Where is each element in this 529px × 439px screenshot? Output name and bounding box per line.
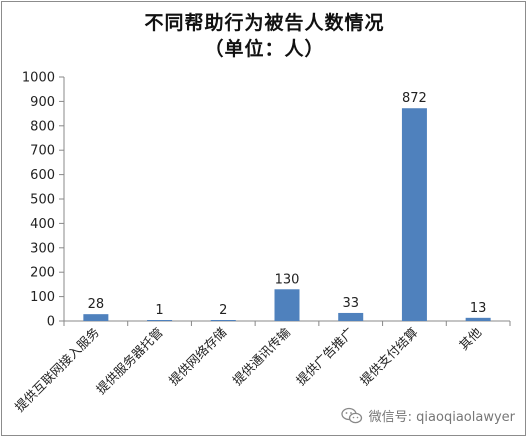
y-tick-label: 300 xyxy=(30,241,55,256)
bar xyxy=(83,314,109,321)
y-tick-label: 600 xyxy=(30,168,55,183)
chart-subtitle: （单位：人） xyxy=(204,38,325,60)
data-label: 33 xyxy=(342,296,359,311)
bar xyxy=(274,289,300,321)
data-label: 28 xyxy=(88,297,105,312)
x-tick-label: 提供网络存储 xyxy=(166,325,230,389)
bar xyxy=(465,317,491,321)
data-labels: 28 1 2 130 33 872 13 xyxy=(88,91,487,318)
y-tick-label: 500 xyxy=(30,193,55,208)
x-tick-label: 提供通讯传输 xyxy=(229,324,293,388)
data-label: 872 xyxy=(402,91,427,106)
bar xyxy=(210,320,236,321)
y-tick-labels: 0 100 200 300 400 500 600 700 800 900 1000 xyxy=(22,71,55,330)
x-tick-label: 提供服务器托管 xyxy=(93,325,165,397)
y-tick-label: 900 xyxy=(30,95,55,110)
chart-title: 不同帮助行为被告人数情况 xyxy=(144,12,385,34)
bars xyxy=(83,108,491,322)
bar xyxy=(401,108,427,322)
bar xyxy=(338,312,364,321)
watermark-text: 微信号: qiaoqiaolawyer xyxy=(368,410,515,425)
y-tick-label: 400 xyxy=(30,217,55,232)
y-tick-label: 100 xyxy=(30,290,55,305)
data-label: 1 xyxy=(155,303,163,318)
y-tick-label: 1000 xyxy=(22,71,55,86)
data-label: 2 xyxy=(219,303,227,318)
data-label: 13 xyxy=(470,301,487,316)
x-tick-label: 其他 xyxy=(456,324,485,353)
y-tick-label: 700 xyxy=(30,144,55,159)
watermark: 微信号: qiaoqiaolawyer xyxy=(341,406,515,425)
y-tick-label: 800 xyxy=(30,119,55,134)
data-label: 130 xyxy=(275,272,300,287)
x-tick-label: 提供支付结算 xyxy=(357,325,421,389)
wechat-icon xyxy=(341,407,362,423)
y-tick-label: 0 xyxy=(47,315,55,330)
x-tick-label: 提供互联网接入服务 xyxy=(12,325,102,415)
x-tick-label: 提供广告推广 xyxy=(293,325,357,389)
y-tick-label: 200 xyxy=(30,266,55,281)
axes xyxy=(59,76,511,326)
bar xyxy=(147,320,173,321)
